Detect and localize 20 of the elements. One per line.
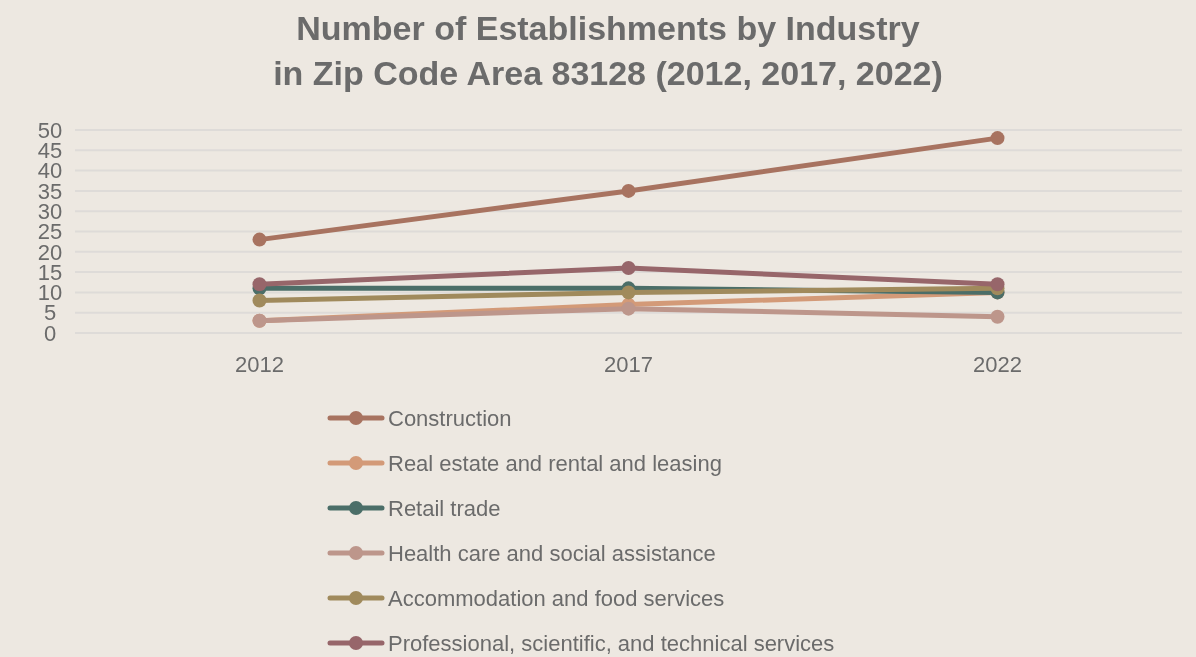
point [252, 232, 267, 247]
legend-label: Accommodation and food services [388, 585, 725, 611]
x-tick-label: 2012 [235, 352, 284, 377]
legend-label: Health care and social assistance [388, 540, 716, 566]
point [990, 131, 1005, 146]
point [252, 293, 267, 308]
point [990, 309, 1005, 324]
legend-label: Real estate and rental and leasing [388, 450, 722, 476]
point [621, 261, 636, 276]
x-tick-label: 2017 [604, 352, 653, 377]
legend-label: Professional, scientific, and technical services [388, 630, 835, 656]
point [621, 183, 636, 198]
point [621, 301, 636, 316]
point [252, 277, 267, 292]
legend-label: Retail trade [388, 495, 501, 521]
point [990, 277, 1005, 292]
point [621, 285, 636, 300]
chart-title: Number of Establishments by Industry in Zip Code Area 83128 (2012, 2017, 2022) [273, 9, 943, 92]
legend-label: Construction [388, 405, 512, 431]
x-tick-label: 2022 [973, 352, 1022, 377]
